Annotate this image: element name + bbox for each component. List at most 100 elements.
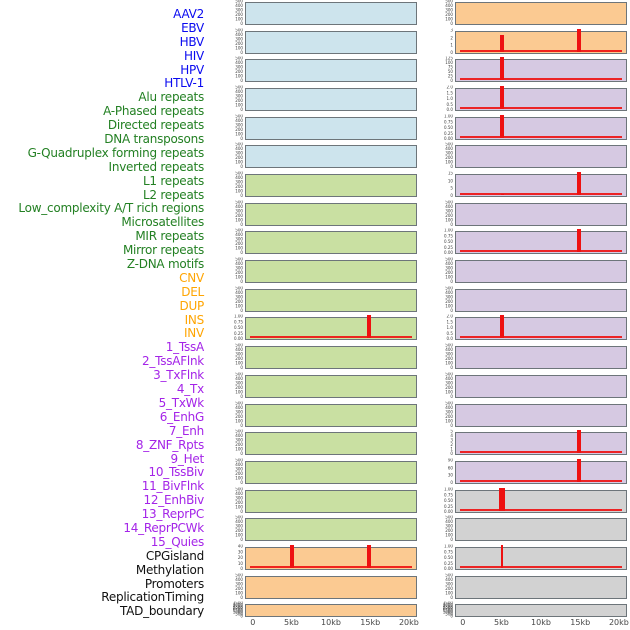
y-tick-label: 75: [447, 65, 453, 71]
y-tick-label: 0: [240, 194, 243, 199]
row-label: EBV: [181, 20, 204, 35]
y-tick-label: 100: [235, 591, 243, 596]
panel-left-15: [245, 403, 417, 427]
y-tick-label: 0: [240, 423, 243, 429]
y-tick-label: 100: [445, 591, 453, 596]
y-tick-labels: 500 400 300 200 100 0: [216, 487, 243, 515]
y-tick-label: 1000: [442, 609, 453, 615]
y-tick-label: 400: [235, 233, 243, 238]
y-tick-label: 500: [445, 142, 453, 148]
y-tick-label: 100: [235, 275, 243, 281]
y-tick-label: 0: [240, 394, 243, 400]
panel-left-2: [245, 30, 417, 54]
y-tick-label: 300: [235, 438, 243, 444]
y-tick-label: 200: [235, 586, 243, 592]
y-tick-label: 100: [445, 160, 453, 166]
row-label: HIV: [183, 48, 204, 63]
panel-left-13: [245, 346, 417, 370]
y-tick-label: 400: [235, 290, 243, 296]
row-label: 1_TssA: [165, 340, 204, 355]
y-tick-label: 300: [235, 123, 243, 128]
y-tick-label: 0: [450, 79, 453, 84]
y-tick-label: 0.00: [443, 251, 453, 256]
y-tick-label: 0: [240, 308, 243, 314]
y-tick-labels: 500 400 300 200 100 0: [426, 401, 453, 429]
panel-left-20: [245, 544, 417, 570]
y-tick-label: 300: [235, 94, 243, 100]
y-tick-label: 400: [445, 147, 453, 152]
y-tick-labels: 90 60 30 0: [426, 459, 453, 486]
y-tick-label: 3000: [232, 602, 243, 608]
y-tick-label: 1.00: [233, 315, 243, 320]
panel-right-15: [455, 403, 627, 427]
red-baseline: [460, 193, 622, 196]
y-tick-label: 300: [445, 151, 453, 157]
y-tick-labels: 500 400 300 200 100 0: [216, 430, 243, 457]
y-tick-label: 1.00: [443, 544, 453, 549]
y-tick-label: 2: [450, 443, 453, 448]
red-baseline: [460, 508, 622, 511]
y-tick-labels: 2.0 1.5 1.0 0.5 0.0: [426, 86, 453, 113]
y-tick-label: 0.75: [443, 492, 453, 498]
y-tick-label: 100: [235, 505, 243, 510]
y-tick-labels: 500 400 300 200 100 0: [216, 143, 243, 170]
x-tick-label: 10kb: [321, 618, 341, 627]
row-label: ReplicationTiming: [101, 590, 204, 605]
y-tick-label: 400: [445, 204, 453, 210]
panel-left-1: [245, 2, 417, 25]
y-tick-label: 3500: [442, 601, 453, 606]
y-tick-label: 0.25: [443, 245, 453, 251]
y-tick-label: 10: [237, 561, 243, 566]
y-tick-labels: 2.0 1.5 1.0 0.5 0.0: [426, 315, 453, 342]
y-tick-labels: 500 400 300 200 100 0: [216, 172, 243, 199]
y-tick-label: 400: [235, 262, 243, 267]
y-tick-label: 100: [235, 160, 243, 166]
x-tick-label: 0: [250, 618, 256, 627]
y-tick-label: 200: [445, 299, 453, 305]
y-tick-label: 300: [445, 524, 453, 530]
y-tick-label: 500: [235, 487, 243, 492]
y-tick-label: 0: [450, 222, 453, 228]
panel-right-21: [455, 575, 627, 599]
y-tick-labels: 500 400 300 200 100 0: [426, 344, 453, 371]
y-tick-label: 500: [235, 286, 243, 291]
panel-left-21: [245, 575, 417, 599]
y-tick-label: 0.75: [443, 234, 453, 240]
panel-right-12: [455, 315, 627, 341]
y-tick-label: 1.00: [443, 487, 453, 492]
y-tick-label: 0: [240, 480, 243, 486]
y-tick-label: 0.75: [443, 119, 453, 125]
y-tick-label: 100: [235, 103, 243, 109]
y-tick-label: 0.00: [233, 337, 243, 343]
x-tick-label: 5kb: [284, 618, 299, 627]
y-tick-labels: 500 400 300 200 100 0: [216, 287, 243, 314]
y-tick-label: 400: [445, 4, 453, 9]
row-label: HBV: [179, 34, 205, 49]
y-tick-label: 100: [235, 419, 243, 424]
y-tick-labels: 500 400 300 200 100 0: [216, 373, 243, 400]
row-label: L1 repeats: [143, 173, 204, 188]
red-spike: [500, 57, 505, 81]
y-tick-label: 0.25: [233, 331, 243, 337]
red-baseline: [460, 336, 622, 339]
y-tick-label: 0: [240, 222, 243, 228]
panel-left-18: [245, 489, 417, 513]
y-tick-label: 500: [445, 515, 453, 521]
red-spike: [501, 544, 504, 568]
y-tick-label: 100: [445, 533, 453, 539]
y-tick-label: 0: [240, 452, 243, 457]
panel-right-16: [455, 430, 627, 456]
y-tick-label: 400: [445, 376, 453, 382]
y-tick-label: 1.0: [446, 96, 453, 102]
red-spike: [500, 193, 504, 196]
y-tick-label: 400: [235, 405, 243, 411]
y-tick-label: 0: [240, 108, 243, 113]
y-tick-label: 125: [445, 56, 453, 62]
row-label: 13_ReprPC: [141, 507, 205, 522]
y-tick-label: 400: [445, 262, 453, 267]
y-tick-label: 200: [235, 41, 243, 47]
y-tick-label: 0.75: [443, 550, 453, 555]
row-label: 12_EnhBiv: [143, 493, 205, 508]
y-tick-label: 200: [445, 385, 453, 391]
row-label: Promoters: [144, 576, 204, 591]
